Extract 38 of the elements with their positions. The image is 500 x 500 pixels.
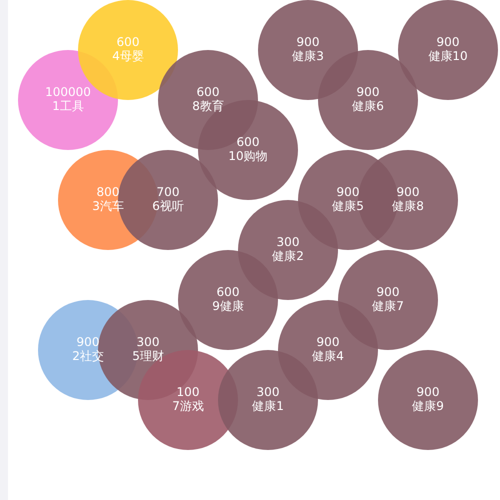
data-label: 900 — [336, 185, 360, 200]
category-label: 健康2 — [272, 249, 304, 264]
category-label: 5理财 — [132, 349, 164, 364]
category-label: 10购物 — [228, 149, 268, 164]
category-label: 9健康 — [212, 299, 244, 314]
data-label: 900 — [416, 385, 440, 400]
category-label: 6视听 — [152, 199, 184, 214]
data-label: 300 — [136, 335, 160, 350]
data-label: 900 — [316, 335, 340, 350]
data-label: 900 — [376, 285, 400, 300]
category-label: 健康10 — [428, 49, 468, 64]
category-label: 健康5 — [332, 199, 364, 214]
data-label: 600 — [236, 135, 260, 150]
category-label: 健康3 — [292, 49, 324, 64]
data-label: 100000 — [45, 85, 91, 100]
category-label: 7游戏 — [172, 399, 204, 414]
data-label: 900 — [356, 85, 380, 100]
data-label: 800 — [96, 185, 120, 200]
data-label: 300 — [276, 235, 300, 250]
data-label: 900 — [76, 335, 100, 350]
data-label: 600 — [116, 35, 140, 50]
category-label: 1工具 — [52, 99, 84, 114]
category-label: 健康1 — [252, 399, 284, 414]
data-label: 900 — [296, 35, 320, 50]
category-label: 8教育 — [192, 99, 224, 114]
category-label: 健康8 — [392, 199, 424, 214]
data-label: 700 — [156, 185, 180, 200]
data-label: 900 — [436, 35, 460, 50]
category-label: 健康4 — [312, 349, 344, 364]
category-label: 4母婴 — [112, 49, 144, 64]
data-label: 600 — [196, 85, 220, 100]
category-label: 健康7 — [372, 299, 404, 314]
data-label: 100 — [176, 385, 200, 400]
data-label: 900 — [396, 185, 420, 200]
category-label: 健康6 — [352, 99, 384, 114]
category-label: 健康9 — [412, 399, 444, 414]
data-label: 300 — [256, 385, 280, 400]
data-label: 600 — [216, 285, 240, 300]
